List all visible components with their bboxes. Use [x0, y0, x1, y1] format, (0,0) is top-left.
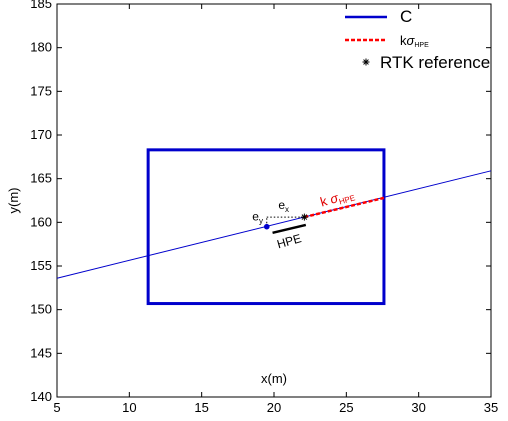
y-tick-label: 170: [30, 127, 52, 142]
y-tick-label: 185: [30, 0, 52, 11]
y-tick-label: 175: [30, 83, 52, 98]
y-tick-label: 140: [30, 389, 52, 404]
annotation-k-sigma-hpe: k σHPE: [318, 186, 356, 212]
rtk-reference-marker: [300, 213, 308, 221]
legend-label-rtk: RTK reference: [380, 53, 490, 72]
y-tick-label: 150: [30, 302, 52, 317]
x-tick-label: 25: [339, 400, 353, 415]
hpe-segment: [272, 223, 307, 235]
star-stroke: [301, 214, 308, 220]
x-tick-label: 30: [411, 400, 425, 415]
annotation-hpe: HPE: [275, 231, 303, 251]
y-tick-label: 160: [30, 214, 52, 229]
x-tick-label: 10: [122, 400, 136, 415]
x-axis-label: x(m): [261, 371, 287, 386]
y-tick-label: 165: [30, 171, 52, 186]
blue-point-marker: [263, 223, 270, 230]
y-tick-label: 180: [30, 40, 52, 55]
annotation-ey: ey: [252, 210, 263, 226]
legend-label-c: C: [400, 7, 412, 26]
y-tick-label: 155: [30, 258, 52, 273]
series-line-c: [56, 170, 492, 279]
annotation-ex: ex: [278, 198, 289, 214]
x-tick-label: 5: [53, 400, 60, 415]
rectangle-boundary: [146, 148, 386, 306]
x-tick-label: 20: [267, 400, 281, 415]
series-k-sigma-hpe: [304, 196, 385, 219]
legend-label-k-sigma: kσHPE: [400, 33, 429, 49]
y-tick-label: 145: [30, 345, 52, 360]
y-axis-label: y(m): [6, 188, 21, 214]
plot-area: 5 10 15 20 25 30 35 140 145 150 155 160 165 170 175 180…: [6, 0, 498, 415]
x-tick-label: 35: [484, 400, 498, 415]
x-tick-label: 15: [194, 400, 208, 415]
legend-swatch-rtk: [362, 58, 370, 66]
star-stroke: [363, 59, 369, 65]
